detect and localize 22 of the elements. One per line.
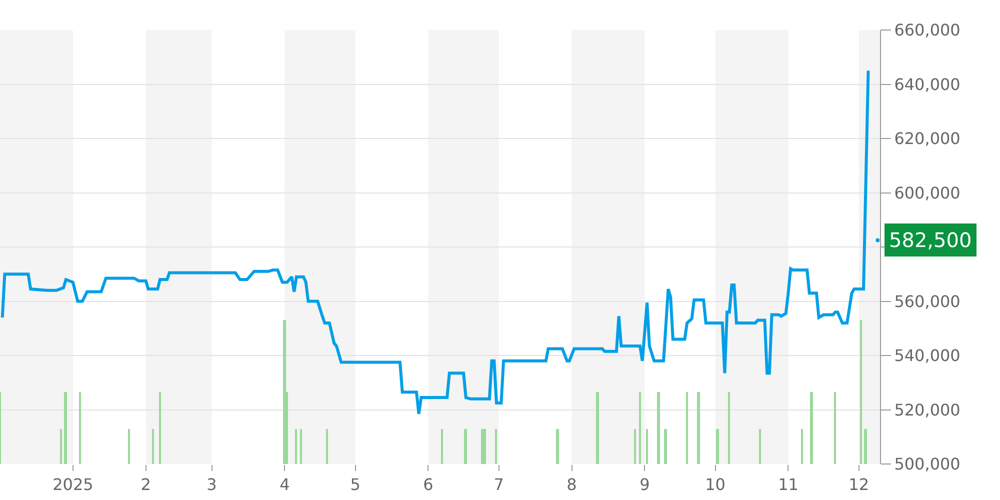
x-tick-label: 12: [848, 475, 869, 494]
x-tick-label: 10: [705, 475, 726, 494]
y-tick-label: 560,000: [894, 292, 960, 311]
y-tick-label: 500,000: [894, 454, 960, 474]
x-tick-label: 8: [566, 475, 577, 494]
line-series: [0, 69, 870, 416]
x-tick-label: 9: [640, 475, 650, 494]
annotation: 582,500: [889, 228, 972, 252]
x-tick-label: 3: [206, 475, 217, 494]
y-tick-label: 600,000: [894, 183, 960, 202]
x-tick-label: 7: [494, 475, 504, 494]
x-tick-label: 2025: [52, 475, 94, 494]
x-tick-label: 2: [140, 475, 151, 494]
x-tick-label: 4: [280, 475, 290, 494]
x-tick-label: 6: [423, 475, 434, 494]
x-tick-label: 11: [778, 475, 798, 494]
y-tick-label: 520,000: [894, 400, 960, 420]
y-tick-label: 540,000: [894, 346, 960, 366]
y-tick-label: 660,000: [894, 20, 960, 40]
y-tick-label: 620,000: [894, 129, 960, 148]
y-tick-label: 640,000: [894, 74, 960, 94]
x-tick-label: 5: [350, 475, 360, 494]
